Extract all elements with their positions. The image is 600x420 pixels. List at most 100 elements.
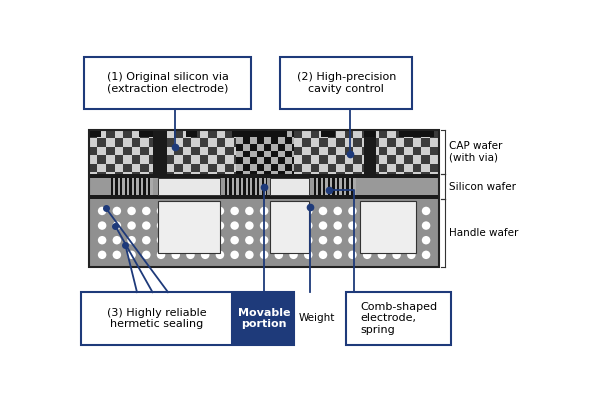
- Circle shape: [319, 251, 327, 259]
- Bar: [379, 147, 388, 155]
- Bar: [257, 136, 264, 144]
- Bar: [208, 130, 217, 138]
- Bar: [123, 163, 131, 172]
- Circle shape: [275, 236, 283, 244]
- Bar: [89, 195, 439, 199]
- Bar: [97, 155, 106, 164]
- Bar: [285, 172, 293, 174]
- Bar: [250, 144, 257, 150]
- Bar: [285, 155, 293, 164]
- Bar: [226, 147, 234, 155]
- Bar: [430, 147, 439, 155]
- Bar: [396, 130, 404, 138]
- Text: (2) High-precision
cavity control: (2) High-precision cavity control: [296, 72, 396, 94]
- Circle shape: [377, 207, 386, 215]
- Circle shape: [348, 251, 357, 259]
- Bar: [360, 200, 416, 253]
- Bar: [200, 172, 208, 174]
- Bar: [140, 147, 149, 155]
- Bar: [396, 163, 404, 172]
- Bar: [217, 172, 226, 174]
- Bar: [404, 155, 413, 164]
- Bar: [149, 172, 157, 174]
- Circle shape: [157, 236, 165, 244]
- Bar: [341, 178, 344, 195]
- Bar: [183, 172, 191, 174]
- Circle shape: [157, 221, 165, 230]
- Bar: [285, 164, 292, 171]
- Bar: [243, 178, 245, 195]
- Bar: [234, 292, 295, 344]
- Bar: [243, 150, 250, 158]
- Circle shape: [260, 207, 268, 215]
- Text: Movable
portion: Movable portion: [238, 307, 290, 329]
- Bar: [217, 138, 226, 147]
- Circle shape: [319, 207, 327, 215]
- Bar: [404, 138, 413, 147]
- Bar: [242, 147, 251, 155]
- Circle shape: [275, 207, 283, 215]
- Bar: [251, 155, 259, 164]
- Circle shape: [186, 221, 195, 230]
- Bar: [143, 178, 146, 195]
- Bar: [148, 178, 150, 195]
- Circle shape: [245, 251, 254, 259]
- Bar: [158, 200, 220, 253]
- Bar: [115, 178, 118, 195]
- Bar: [242, 163, 251, 172]
- Circle shape: [98, 251, 106, 259]
- Bar: [302, 138, 311, 147]
- Circle shape: [172, 251, 180, 259]
- Bar: [236, 130, 295, 174]
- Bar: [413, 130, 421, 138]
- Circle shape: [334, 221, 342, 230]
- Circle shape: [407, 221, 416, 230]
- Bar: [208, 163, 217, 172]
- Circle shape: [275, 221, 283, 230]
- Bar: [115, 138, 123, 147]
- Circle shape: [245, 221, 254, 230]
- Bar: [248, 178, 250, 195]
- Bar: [123, 147, 131, 155]
- Circle shape: [215, 251, 224, 259]
- Bar: [362, 130, 370, 138]
- Bar: [271, 178, 309, 195]
- Bar: [364, 130, 376, 174]
- Circle shape: [98, 207, 106, 215]
- Bar: [140, 163, 149, 172]
- Circle shape: [260, 236, 268, 244]
- Bar: [129, 178, 131, 195]
- Circle shape: [172, 221, 180, 230]
- Circle shape: [186, 236, 195, 244]
- Circle shape: [201, 221, 209, 230]
- Circle shape: [142, 251, 151, 259]
- Bar: [174, 130, 183, 138]
- Bar: [323, 178, 325, 195]
- Circle shape: [215, 221, 224, 230]
- Circle shape: [348, 221, 357, 230]
- Circle shape: [113, 251, 121, 259]
- Bar: [268, 155, 277, 164]
- Bar: [200, 155, 208, 164]
- Circle shape: [113, 207, 121, 215]
- Bar: [285, 138, 293, 147]
- Circle shape: [142, 236, 151, 244]
- Bar: [271, 164, 278, 171]
- Circle shape: [127, 207, 136, 215]
- Circle shape: [230, 251, 239, 259]
- Bar: [183, 138, 191, 147]
- Bar: [257, 178, 259, 195]
- Circle shape: [304, 251, 313, 259]
- Circle shape: [98, 236, 106, 244]
- Bar: [106, 163, 115, 172]
- Bar: [388, 155, 396, 164]
- Circle shape: [422, 236, 430, 244]
- Bar: [234, 178, 236, 195]
- Circle shape: [142, 221, 151, 230]
- Bar: [232, 129, 287, 136]
- Bar: [271, 136, 278, 144]
- Bar: [243, 164, 250, 171]
- Bar: [344, 163, 353, 172]
- Bar: [336, 155, 344, 164]
- Bar: [388, 138, 396, 147]
